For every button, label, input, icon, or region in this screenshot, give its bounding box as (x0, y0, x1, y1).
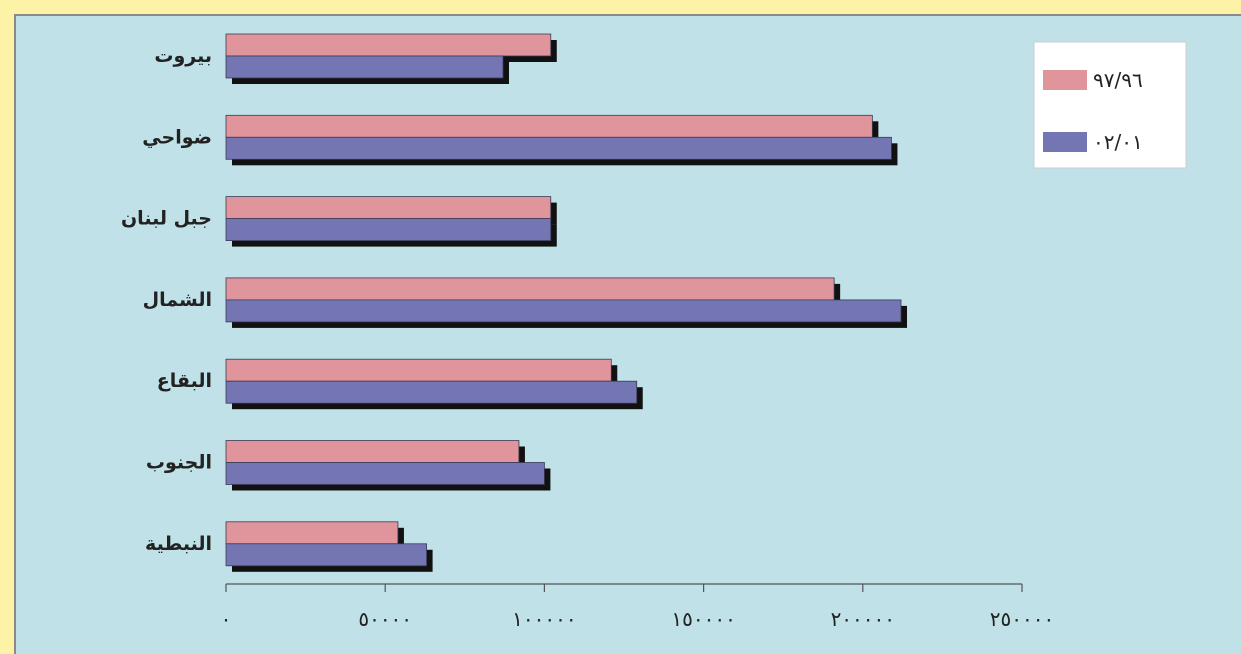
category-label: جبل لبنان (121, 208, 212, 230)
bar-series-1 (225, 277, 835, 301)
category-label: النبطية (145, 533, 212, 555)
legend: ٩٧/٩٦ ٠٢/٠١ (1033, 41, 1187, 169)
legend-label: ٩٧/٩٦ (1093, 68, 1143, 92)
x-tick-label: ٠ (221, 607, 232, 631)
category-label: البقاع (157, 370, 212, 392)
x-tick-label: ١٠٠٠٠٠ (512, 607, 576, 631)
bar-series-2 (225, 543, 427, 567)
category-label: بيروت (154, 45, 212, 67)
bar-series-2 (225, 462, 545, 485)
legend-swatch (1043, 70, 1087, 90)
bar-series-2 (225, 299, 902, 323)
category-label: الجنوب (146, 452, 212, 474)
category-labels: بيروت ضواحي جبل لبنان الشمال البقاع الجنوب الن… (121, 45, 212, 555)
bar-series-1 (225, 440, 520, 463)
bar-series-2 (225, 380, 638, 404)
bar-series-1 (225, 358, 612, 382)
x-tick-label: ٢٥٠٠٠٠ (990, 607, 1054, 631)
category-label: ضواحي (142, 126, 212, 148)
legend-label: ٠٢/٠١ (1093, 130, 1143, 154)
bar-series-1 (225, 33, 552, 57)
bar-series-1 (225, 196, 552, 220)
bars-layer (225, 33, 908, 572)
x-tick-label: ١٥٠٠٠٠ (671, 607, 735, 631)
bar-series-2 (225, 136, 892, 160)
category-label: الشمال (143, 289, 212, 311)
bar-series-2 (225, 55, 504, 79)
legend-swatch (1043, 132, 1087, 152)
x-tick-label: ٢٠٠٠٠٠ (831, 607, 895, 631)
bar-series-2 (225, 218, 552, 242)
x-axis: ٠ ٥٠٠٠٠ ١٠٠٠٠٠ ١٥٠٠٠٠ ٢٠٠٠٠٠ ٢٥٠٠٠٠ (221, 583, 1054, 631)
x-tick-label: ٥٠٠٠٠ (358, 607, 412, 631)
bar-series-1 (225, 114, 873, 138)
bar-series-1 (225, 521, 399, 545)
